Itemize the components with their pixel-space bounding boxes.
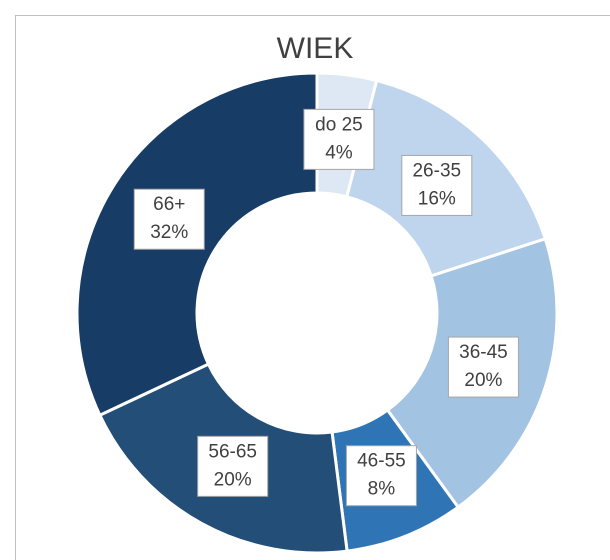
data-label-box <box>303 108 375 170</box>
data-label-category: 46-55 <box>357 451 406 472</box>
data-label-category: 26-35 <box>412 160 461 181</box>
data-label-value: 20% <box>464 370 502 391</box>
data-label-value: 20% <box>214 469 252 490</box>
data-label-box <box>447 336 519 398</box>
data-label-value: 8% <box>368 479 396 500</box>
data-label-category: 56-65 <box>208 441 257 462</box>
data-label-value: 16% <box>418 188 456 209</box>
data-label-category: 66+ <box>153 194 185 215</box>
data-label-category: do 25 <box>315 114 363 135</box>
data-label-value: 4% <box>325 142 353 163</box>
data-label-box <box>133 188 205 250</box>
data-label-box <box>345 445 417 507</box>
data-label-box <box>197 435 269 497</box>
data-label-category: 36-45 <box>459 342 508 363</box>
chart-title: WIEK <box>277 32 354 65</box>
data-label-box <box>401 154 473 216</box>
data-label-value: 32% <box>150 222 188 243</box>
